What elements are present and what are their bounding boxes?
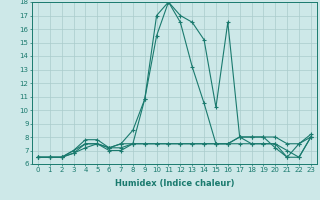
X-axis label: Humidex (Indice chaleur): Humidex (Indice chaleur) [115, 179, 234, 188]
